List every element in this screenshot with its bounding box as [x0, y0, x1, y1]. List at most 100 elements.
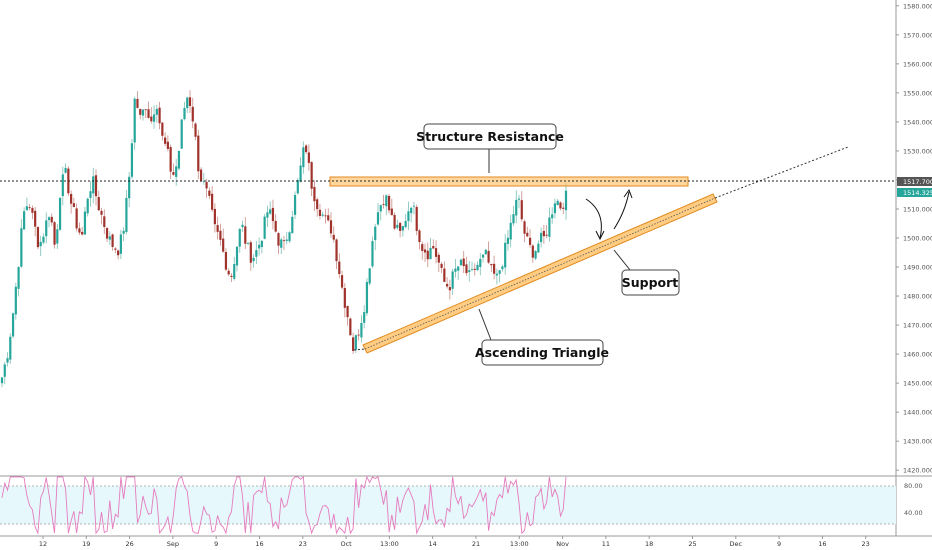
candle-body [144, 109, 147, 111]
candle-body [180, 119, 183, 149]
candle-body [161, 122, 164, 136]
support-center-line [364, 197, 716, 350]
y-tick-label: 1450.000 [903, 380, 932, 388]
y-tick-label: 1470.000 [903, 322, 932, 330]
candle-body [479, 258, 482, 268]
candle-body [454, 268, 457, 272]
candle-body [459, 259, 463, 266]
candle-body [169, 146, 172, 172]
candle-body [484, 249, 487, 255]
candle-body [551, 214, 554, 219]
resistance-label: Structure Resistance [416, 129, 564, 144]
candle-body [255, 250, 258, 257]
candle-body [376, 212, 380, 225]
candle-body [11, 313, 15, 337]
candle-body [86, 198, 89, 214]
candle-body [528, 237, 532, 245]
candle-body [158, 107, 161, 124]
candle-body [42, 236, 45, 243]
candle-body [117, 250, 120, 256]
candle-body [352, 337, 355, 351]
candle-body [266, 212, 269, 218]
x-tick-label: 21 [472, 540, 480, 548]
candle-body [186, 97, 189, 109]
candle-body [434, 248, 438, 257]
candle-body [213, 208, 216, 225]
candle-body [393, 214, 396, 229]
pattern-label: Ascending Triangle [475, 345, 609, 360]
candle-body [421, 244, 424, 251]
candle-body [139, 108, 142, 115]
x-tick-label: Dec [730, 540, 743, 548]
x-tick-label: 25 [688, 540, 696, 548]
candle-body [233, 263, 236, 279]
rsi-line [1, 475, 567, 535]
candle-body [3, 364, 6, 377]
callout-box [423, 123, 557, 150]
candle-body [235, 246, 239, 266]
candle-body [468, 270, 471, 273]
candle-body [553, 203, 557, 214]
candle-body [440, 263, 443, 268]
y-tick-label: 1430.000 [903, 438, 932, 446]
callout-pointer [478, 308, 492, 341]
y-tick-label: 1440.000 [903, 409, 932, 417]
candle-body [164, 137, 167, 144]
candle-body [50, 216, 53, 223]
y-tick-label: 1460.000 [903, 351, 932, 359]
candle-body [136, 98, 139, 108]
candle-body [47, 217, 51, 221]
candle-body [194, 123, 197, 137]
x-tick-label: 13:00 [510, 540, 529, 548]
candle-body [175, 166, 178, 177]
candle-body [451, 271, 454, 289]
candle-body [548, 217, 551, 237]
candle-body [249, 242, 252, 263]
candle-body [512, 214, 515, 224]
candle-body [302, 147, 305, 168]
candle-body [172, 172, 175, 175]
candle-body [307, 152, 310, 163]
candle-body [493, 263, 496, 274]
candle-body [462, 258, 465, 267]
x-tick-label: 19 [82, 540, 90, 548]
candle-body [540, 232, 543, 243]
y-tick-label: 1530.000 [903, 147, 932, 155]
candle-body [219, 230, 222, 240]
callout-box [621, 269, 680, 296]
candle-body [487, 250, 490, 263]
candle-body [94, 175, 98, 197]
candle-body [111, 234, 114, 247]
y-tick-label: 1490.000 [903, 264, 932, 272]
support-zone[interactable] [362, 193, 718, 354]
candle-body [390, 208, 393, 216]
x-tick-label: 23 [862, 540, 870, 548]
y-axis-panel [896, 0, 932, 536]
candle-body [34, 210, 37, 227]
candle-body [523, 221, 526, 234]
x-tick-label: Oct [340, 540, 352, 548]
candle-body [426, 250, 429, 260]
candle-body [310, 162, 313, 189]
candle-body [58, 197, 62, 230]
candle-body [291, 216, 294, 234]
candle-body [429, 247, 432, 260]
candle-body [305, 145, 308, 153]
x-tick-label: 14 [429, 540, 437, 548]
candle-body [89, 191, 92, 198]
candle-body [338, 261, 341, 275]
candle-body [263, 216, 266, 239]
candle-body [396, 224, 399, 228]
candle-body [401, 226, 404, 231]
x-axis-ticks: 12 19 26 Sep 9 16 23 Oct 13:00 14 21 13:00 Nov 11 18 25… [39, 536, 870, 548]
candle-body [495, 273, 498, 276]
candle-body [64, 167, 67, 173]
candle-body [17, 266, 20, 289]
candle-body [36, 227, 40, 248]
candle-body [108, 236, 111, 240]
candle-body [211, 193, 214, 210]
candle-body [241, 224, 244, 228]
candle-body [470, 269, 474, 270]
candle-body [318, 209, 322, 216]
